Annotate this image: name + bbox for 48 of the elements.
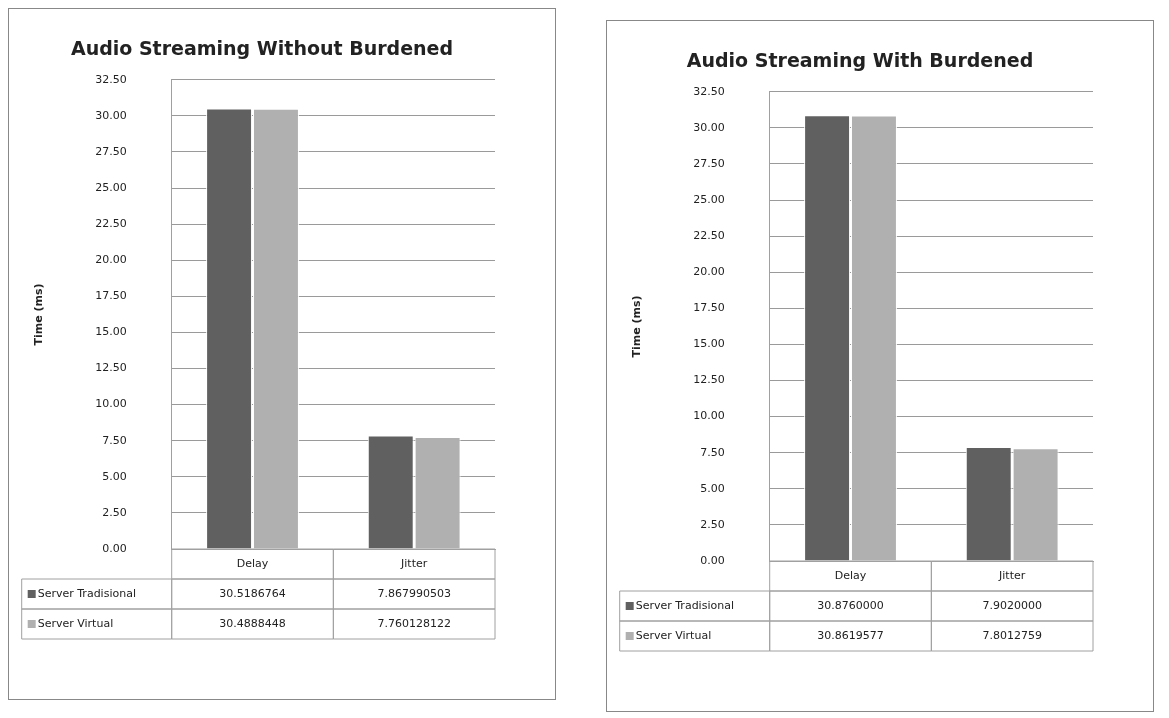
data-label: 30.4888448	[219, 616, 286, 630]
y-tick-label: 5.00	[102, 469, 127, 483]
y-tick-label: 15.00	[95, 325, 127, 339]
y-tick-label: 22.50	[95, 217, 127, 231]
y-tick-label: 32.50	[693, 84, 725, 98]
x-tick-label: Delay	[236, 556, 269, 570]
y-tick-label: 30.00	[693, 120, 725, 134]
x-tick-label: Jitter	[998, 568, 1026, 582]
y-tick-label: 10.00	[95, 397, 127, 411]
y-tick-label: 17.50	[693, 301, 725, 315]
y-tick-label: 7.50	[102, 433, 127, 447]
y-tick-label: 15.00	[693, 337, 725, 351]
y-tick-label: 27.50	[693, 156, 725, 170]
legend-label: Server Tradisional	[635, 598, 734, 612]
y-tick-label: 17.50	[95, 289, 127, 303]
chart-title: Audio Streaming Without Burdened	[70, 37, 454, 60]
y-tick-label: 0.00	[102, 541, 127, 555]
y-tick-label: 27.50	[95, 144, 127, 158]
y-tick-label: 12.50	[95, 361, 127, 375]
y-tick-label: 25.00	[95, 180, 127, 194]
y-tick-label: 32.50	[95, 72, 127, 86]
data-label: 7.760128122	[377, 616, 451, 630]
data-label: 7.867990503	[377, 586, 451, 600]
y-tick-label: 20.00	[95, 253, 127, 267]
legend-label: Server Virtual	[37, 616, 114, 630]
legend-label: Server Virtual	[635, 628, 712, 642]
data-label: 7.9020000	[982, 598, 1042, 612]
y-tick-label: 5.00	[700, 481, 725, 495]
y-tick-label: 22.50	[693, 229, 725, 243]
y-tick-label: 7.50	[700, 445, 725, 459]
y-tick-label: 30.00	[95, 108, 127, 122]
x-tick-label: Delay	[834, 568, 867, 582]
data-label: 30.8619577	[817, 628, 884, 642]
y-tick-label: 2.50	[102, 505, 127, 519]
y-tick-label: 25.00	[693, 192, 725, 206]
legend-label: Server Tradisional	[37, 586, 136, 600]
y-tick-label: 2.50	[700, 517, 725, 531]
data-label: 30.8760000	[817, 598, 884, 612]
y-tick-label: 12.50	[693, 373, 725, 387]
data-label: 30.5186764	[219, 586, 286, 600]
y-axis-title: Time (ms)	[630, 295, 644, 358]
y-tick-label: 0.00	[700, 553, 725, 567]
y-tick-label: 10.00	[693, 409, 725, 423]
x-tick-label: Jitter	[400, 556, 428, 570]
chart-title: Audio Streaming With Burdened	[686, 49, 1034, 72]
y-tick-label: 20.00	[693, 265, 725, 279]
data-label: 7.8012759	[982, 628, 1042, 642]
y-axis-title: Time (ms)	[32, 283, 46, 346]
